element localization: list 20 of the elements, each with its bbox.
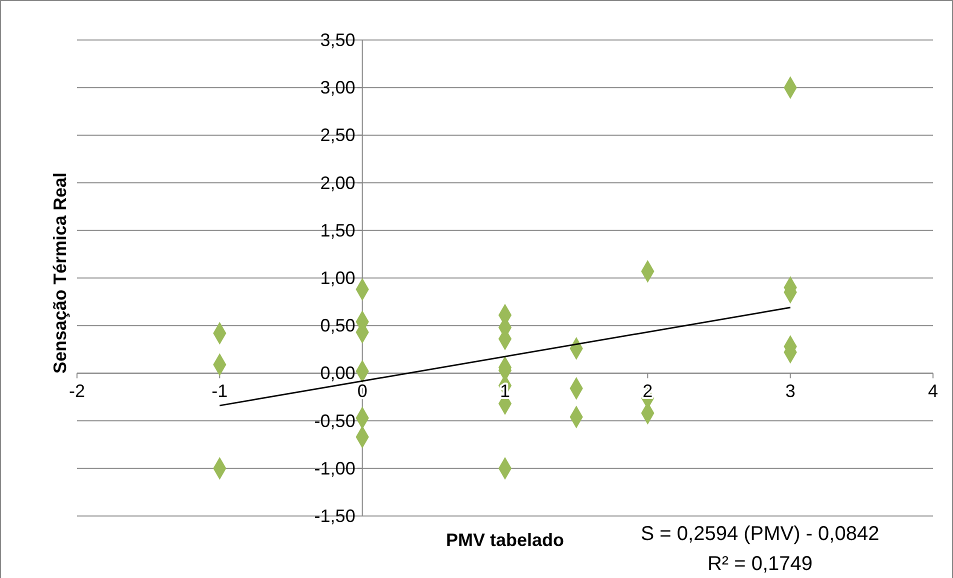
text: S = 0,2594 (PMV) - 0,0842	[640, 523, 880, 545]
y-tick-label: -1,50	[314, 506, 356, 526]
y-tick-label: 1,50	[320, 220, 356, 240]
x-tick-label: 0	[357, 381, 368, 402]
y-tick-label: 0,50	[320, 316, 356, 336]
text: R² = 0,1749	[707, 553, 813, 575]
y-tick-label: 2,50	[320, 125, 356, 146]
y-tick-label: 3,50	[320, 30, 356, 50]
y-tick-label: -1,00	[314, 458, 356, 478]
y-tick-label: 1,00	[320, 268, 356, 288]
x-tick-label: 4	[928, 381, 938, 402]
y-axis-title: Sensação Térmica Real	[50, 172, 70, 374]
y-tick-label: -0,50	[314, 410, 356, 431]
y-tick-label: 0,00	[320, 363, 356, 384]
x-tick-label: 3	[785, 381, 796, 402]
x-axis-title: PMV tabelado	[446, 530, 564, 550]
y-tick-label: 3,00	[320, 78, 356, 98]
y-tick-label: 2,00	[320, 172, 356, 193]
x-tick-label: -1	[212, 381, 228, 402]
x-tick-label: -2	[68, 381, 86, 402]
